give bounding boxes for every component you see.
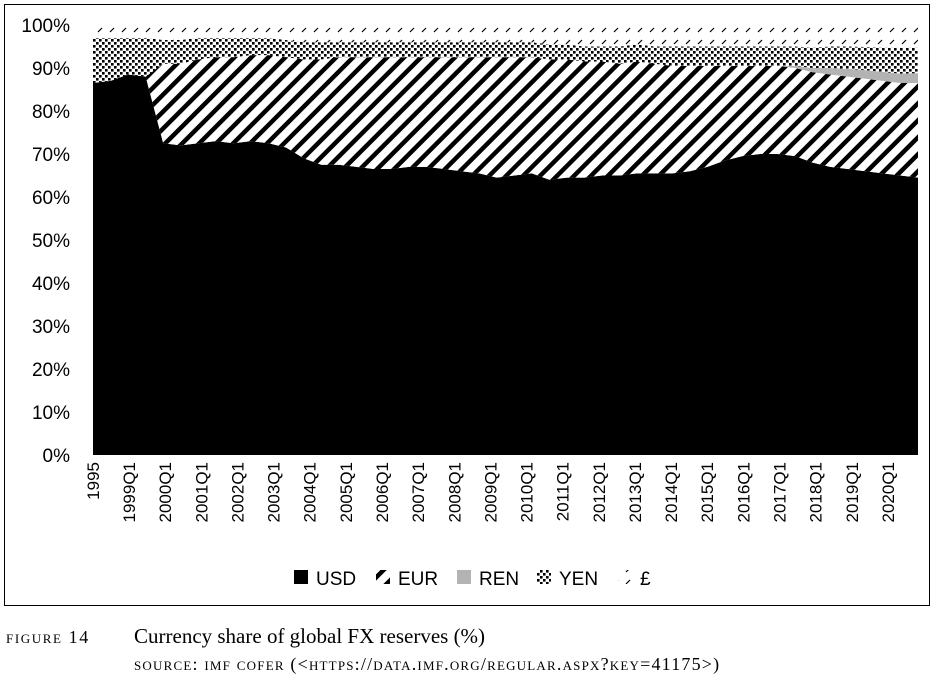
legend-swatch	[294, 570, 308, 584]
chart-frame	[4, 4, 930, 606]
x-tick-label: 2004Q1	[301, 462, 320, 523]
x-axis: 1995 1999Q1 2000Q1 2001Q1 2002Q1 2003Q1 2004Q1…	[84, 462, 898, 523]
y-axis: 0% 10% 20% 30% 40% 50% 60% 70% 80% 90% 100%	[21, 16, 70, 467]
x-tick-label: 2000Q1	[156, 462, 175, 523]
legend-swatch	[376, 570, 390, 584]
y-tick-label: 10%	[32, 403, 70, 424]
x-tick-label: 1995	[84, 462, 103, 500]
y-tick-label: 30%	[32, 317, 70, 338]
legend-label: REN	[479, 569, 519, 590]
y-tick-label: 100%	[21, 16, 70, 37]
source-note: SOURCE: IMF COFER (<HTTPS://DATA.IMF.ORG…	[134, 654, 721, 674]
x-tick-label: 1999Q1	[120, 462, 139, 523]
area-series-usd	[93, 74, 918, 455]
x-tick-label: 2015Q1	[698, 462, 717, 523]
y-tick-label: 40%	[32, 274, 70, 295]
legend-label: EUR	[398, 569, 438, 590]
x-tick-label: 2006Q1	[373, 462, 392, 523]
x-tick-label: 2014Q1	[662, 462, 681, 523]
plot-area	[93, 25, 918, 455]
x-tick-label: 2001Q1	[192, 462, 211, 523]
y-tick-label: 90%	[32, 59, 70, 80]
x-tick-label: 2019Q1	[843, 462, 862, 523]
x-tick-label: 2016Q1	[734, 462, 753, 523]
x-tick-label: 2008Q1	[445, 462, 464, 523]
x-tick-label: 2002Q1	[228, 462, 247, 523]
area-series-gbp	[93, 25, 918, 48]
x-tick-label: 2020Q1	[879, 462, 898, 523]
x-tick-label: 2009Q1	[481, 462, 500, 523]
legend: USD EUR REN YEN £	[294, 569, 651, 590]
stacked-area-chart: 0%10%20%30%40%50%60%70%80%90%100% 1995 19…	[21, 16, 918, 590]
area-series-yen	[93, 37, 918, 84]
x-tick-label: 2017Q1	[771, 462, 790, 523]
y-tick-label: 80%	[32, 102, 70, 123]
figure-title: Currency share of global FX reserves (%)	[134, 624, 486, 648]
x-tick-label: 2013Q1	[626, 462, 645, 523]
figure-caption: FIGURE 14 Currency share of global FX re…	[6, 624, 931, 684]
legend-swatch	[537, 570, 551, 584]
legend-swatch	[457, 570, 471, 584]
legend-label: £	[640, 569, 651, 590]
y-tick-label: 0%	[43, 446, 71, 467]
x-tick-label: 2011Q1	[554, 462, 573, 521]
x-tick-label: 2007Q1	[409, 462, 428, 523]
legend-label: YEN	[559, 569, 598, 590]
y-tick-label: 70%	[32, 145, 70, 166]
x-tick-label: 2003Q1	[265, 462, 284, 523]
legend-swatch	[618, 570, 632, 584]
x-tick-label: 2005Q1	[337, 462, 356, 523]
y-tick-label: 20%	[32, 360, 70, 381]
area-series-eur	[93, 55, 918, 180]
x-tick-label: 2010Q1	[518, 462, 537, 523]
y-tick-label: 50%	[32, 231, 70, 252]
x-tick-label: 2012Q1	[590, 462, 609, 523]
x-tick-label: 2018Q1	[807, 462, 826, 523]
y-tick-label: 60%	[32, 188, 70, 209]
legend-label: USD	[316, 569, 356, 590]
figure-label: FIGURE 14	[6, 627, 90, 647]
